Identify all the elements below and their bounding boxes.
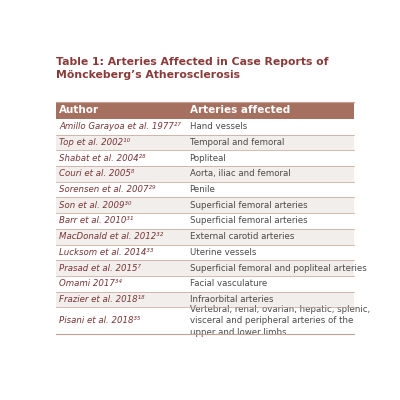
FancyBboxPatch shape xyxy=(56,119,354,134)
Text: Author: Author xyxy=(59,105,100,115)
Text: Facial vasculature: Facial vasculature xyxy=(190,279,267,288)
FancyBboxPatch shape xyxy=(56,182,354,197)
Text: Top et al. 2002¹⁰: Top et al. 2002¹⁰ xyxy=(59,138,130,147)
FancyBboxPatch shape xyxy=(56,102,354,119)
FancyBboxPatch shape xyxy=(56,134,354,150)
Text: External carotid arteries: External carotid arteries xyxy=(190,232,294,241)
FancyBboxPatch shape xyxy=(56,229,354,244)
Text: Superficial femoral arteries: Superficial femoral arteries xyxy=(190,216,307,226)
Text: MacDonald et al. 2012³²: MacDonald et al. 2012³² xyxy=(59,232,164,241)
FancyBboxPatch shape xyxy=(56,150,354,166)
FancyBboxPatch shape xyxy=(56,260,354,276)
Text: Aorta, iliac and femoral: Aorta, iliac and femoral xyxy=(190,169,290,178)
Text: Arteries affected: Arteries affected xyxy=(190,105,290,115)
Text: Son et al. 2009³⁰: Son et al. 2009³⁰ xyxy=(59,201,132,210)
Text: Infraorbital arteries: Infraorbital arteries xyxy=(190,295,273,304)
Text: Superficial femoral and popliteal arteries: Superficial femoral and popliteal arteri… xyxy=(190,264,366,272)
Text: Shabat et al. 2004²⁸: Shabat et al. 2004²⁸ xyxy=(59,154,146,163)
Text: Table 1: Arteries Affected in Case Reports of
Mönckeberg’s Atherosclerosis: Table 1: Arteries Affected in Case Repor… xyxy=(56,57,329,80)
FancyBboxPatch shape xyxy=(56,307,354,334)
Text: Superficial femoral arteries: Superficial femoral arteries xyxy=(190,201,307,210)
Text: Lucksom et al. 2014³³: Lucksom et al. 2014³³ xyxy=(59,248,154,257)
Text: Couri et al. 2005⁸: Couri et al. 2005⁸ xyxy=(59,169,135,178)
FancyBboxPatch shape xyxy=(56,244,354,260)
Text: Vertebral, renal, ovarian, hepatic, splenic,
visceral and peripheral arteries of: Vertebral, renal, ovarian, hepatic, sple… xyxy=(190,305,370,337)
Text: Hand vessels: Hand vessels xyxy=(190,122,247,131)
Text: Prasad et al. 2015⁷: Prasad et al. 2015⁷ xyxy=(59,264,141,272)
Text: Frazier et al. 2018¹⁸: Frazier et al. 2018¹⁸ xyxy=(59,295,145,304)
FancyBboxPatch shape xyxy=(56,213,354,229)
FancyBboxPatch shape xyxy=(56,197,354,213)
FancyBboxPatch shape xyxy=(56,166,354,182)
Text: Amillo Garayoa et al. 1977²⁷: Amillo Garayoa et al. 1977²⁷ xyxy=(59,122,181,131)
Text: Pisani et al. 2018³⁵: Pisani et al. 2018³⁵ xyxy=(59,316,141,325)
Text: Temporal and femoral: Temporal and femoral xyxy=(190,138,284,147)
Text: Uterine vessels: Uterine vessels xyxy=(190,248,256,257)
FancyBboxPatch shape xyxy=(56,292,354,307)
Text: Sorensen et al. 2007²⁹: Sorensen et al. 2007²⁹ xyxy=(59,185,156,194)
Text: Barr et al. 2010³¹: Barr et al. 2010³¹ xyxy=(59,216,134,226)
Text: Popliteal: Popliteal xyxy=(190,154,226,163)
FancyBboxPatch shape xyxy=(56,276,354,292)
Text: Omami 2017³⁴: Omami 2017³⁴ xyxy=(59,279,122,288)
Text: Penile: Penile xyxy=(190,185,215,194)
